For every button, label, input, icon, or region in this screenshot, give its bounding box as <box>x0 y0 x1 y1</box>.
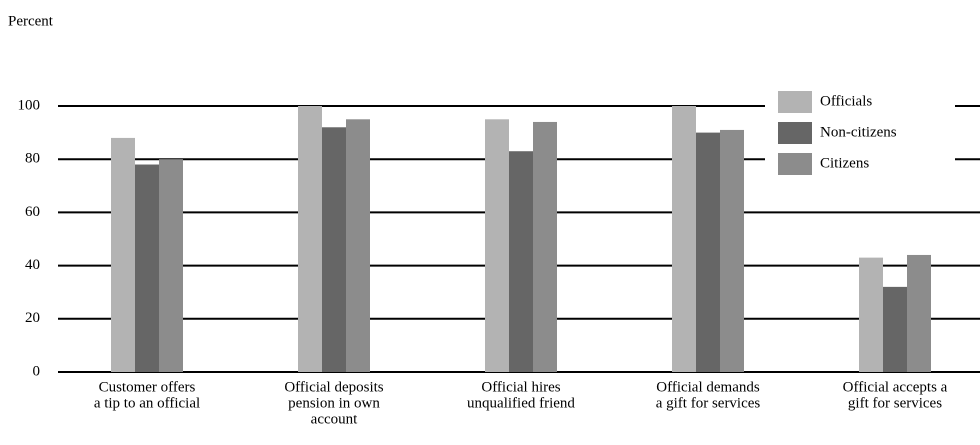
y-tick-label: 100 <box>18 97 41 113</box>
x-tick-label: Official deposits <box>284 379 383 395</box>
y-axis-label: Percent <box>8 13 54 29</box>
bar <box>159 159 183 372</box>
legend: Officials Non-citizens Citizens <box>765 88 955 180</box>
x-tick-label: unqualified friend <box>467 395 575 411</box>
legend-swatch <box>778 153 812 175</box>
legend-label: Officials <box>820 93 872 109</box>
bar <box>859 257 883 372</box>
legend-swatch <box>778 91 812 113</box>
bar <box>907 254 931 372</box>
x-tick-label: Official accepts a <box>843 379 948 395</box>
bar <box>672 106 696 372</box>
x-tick-label: pension in own <box>288 395 380 411</box>
x-tick-label: gift for services <box>848 395 942 411</box>
x-tick-label: Customer offers <box>99 379 196 395</box>
legend-label: Citizens <box>820 155 869 171</box>
y-tick-label: 60 <box>25 204 40 220</box>
bar <box>485 119 509 372</box>
y-tick-label: 40 <box>25 257 40 273</box>
y-tick-label: 80 <box>25 151 40 167</box>
x-tick-label: Official hires <box>481 379 560 395</box>
x-tick-label: Official demands <box>656 379 760 395</box>
bar <box>696 132 720 372</box>
bar <box>883 286 907 372</box>
bar <box>322 127 346 372</box>
bar <box>111 137 135 372</box>
x-tick-label: a tip to an official <box>94 395 200 411</box>
bar <box>346 119 370 372</box>
y-tick-label: 20 <box>25 310 40 326</box>
bar <box>135 164 159 372</box>
bar <box>298 106 322 372</box>
y-tick-label: 0 <box>33 363 41 379</box>
x-tick-label: account <box>311 411 358 427</box>
bar <box>533 121 557 373</box>
bar <box>720 129 744 372</box>
legend-swatch <box>778 122 812 144</box>
x-tick-label: a gift for services <box>656 395 761 411</box>
bar <box>509 151 533 372</box>
legend-label: Non-citizens <box>820 124 897 140</box>
